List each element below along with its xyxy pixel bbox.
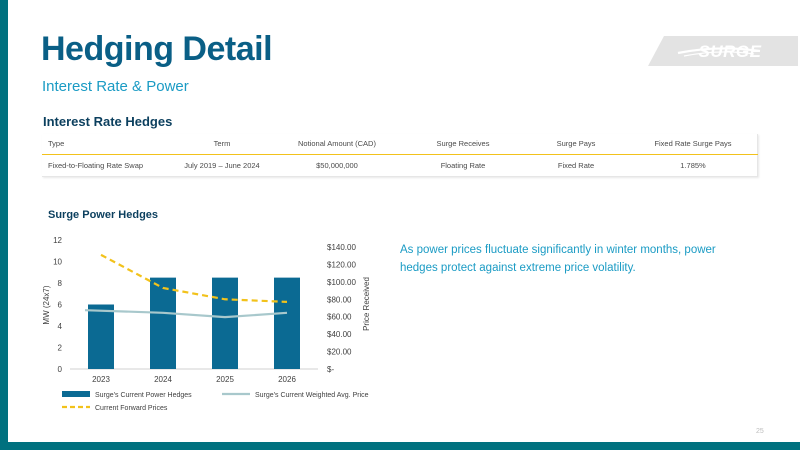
y2-tick-label: $60.00 xyxy=(327,313,352,322)
table-cell: Fixed Rate xyxy=(557,160,595,170)
y-tick-label: 0 xyxy=(58,365,63,374)
power-hedges-heading: Surge Power Hedges xyxy=(48,209,159,221)
y2-tick-label: $20.00 xyxy=(327,348,352,357)
y2-tick-label: $- xyxy=(327,365,334,374)
column-header: Surge Receives xyxy=(402,134,524,155)
slide-title: Hedging Detail xyxy=(41,30,273,68)
y2-tick-label: $40.00 xyxy=(327,330,352,339)
column-header: Surge Pays xyxy=(524,134,628,155)
table-cell: $50,000,000 xyxy=(316,160,358,170)
bar-power-hedge xyxy=(274,277,300,369)
table-cell: Fixed-to-Floating Rate Swap xyxy=(48,160,144,170)
legend-swatch-power-hedges xyxy=(62,391,90,397)
y-tick-label: 12 xyxy=(53,236,62,245)
x-tick-label: 2023 xyxy=(92,375,110,384)
y-axis-title: MW (24x7) xyxy=(42,285,51,324)
y-tick-label: 2 xyxy=(58,344,63,353)
table-cell: 1.785% xyxy=(680,160,706,170)
bar-power-hedge xyxy=(88,304,114,369)
y2-tick-label: $100.00 xyxy=(327,278,356,287)
legend-label-forward-prices: Current Forward Prices xyxy=(95,405,168,412)
power-hedges-description: As power prices fluctuate significantly … xyxy=(400,244,716,274)
table-cell: July 2019 – June 2024 xyxy=(184,160,260,170)
column-header: Type xyxy=(42,134,172,155)
bar-power-hedge xyxy=(212,277,238,369)
line-weighted-avg-price xyxy=(84,309,288,319)
column-header: Fixed Rate Surge Pays xyxy=(628,134,758,155)
y-tick-label: 10 xyxy=(53,258,62,267)
x-tick-label: 2025 xyxy=(216,375,234,384)
y2-tick-label: $140.00 xyxy=(327,243,356,252)
x-tick-label: 2024 xyxy=(154,375,172,384)
y-tick-label: 4 xyxy=(58,322,63,331)
legend-label-power-hedges: Surge's Current Power Hedges xyxy=(95,392,192,399)
y2-tick-label: $120.00 xyxy=(327,260,356,269)
table-frame xyxy=(42,134,758,177)
interest-rate-heading: Interest Rate Hedges xyxy=(43,114,173,129)
x-tick-label: 2026 xyxy=(278,375,296,384)
bottom-accent-bar xyxy=(0,442,800,450)
column-header: Notional Amount (CAD) xyxy=(272,134,402,155)
line-forward-prices xyxy=(100,253,288,303)
y2-tick-label: $80.00 xyxy=(327,295,352,304)
table-header-row: Type Term Notional Amount (CAD) Surge Re… xyxy=(42,134,758,155)
y-tick-label: 8 xyxy=(58,279,63,288)
left-accent-bar xyxy=(0,0,8,450)
interest-rate-table: Type Term Notional Amount (CAD) Surge Re… xyxy=(42,134,758,176)
table-cell: Floating Rate xyxy=(440,160,486,170)
legend-label-weighted-avg: Surge's Current Weighted Avg. Price xyxy=(255,392,369,399)
slide-subtitle: Interest Rate & Power xyxy=(42,78,189,95)
page-number: 25 xyxy=(756,428,764,435)
y-tick-label: 6 xyxy=(58,301,63,310)
table-row: Fixed-to-Floating Rate Swap July 2019 – … xyxy=(42,154,758,176)
y2-axis-title: Price Received xyxy=(362,277,371,331)
column-header: Term xyxy=(172,134,272,155)
surge-logo: SURGE xyxy=(648,36,798,66)
bar-power-hedge xyxy=(150,277,176,369)
logo-text: SURGE xyxy=(699,42,762,61)
